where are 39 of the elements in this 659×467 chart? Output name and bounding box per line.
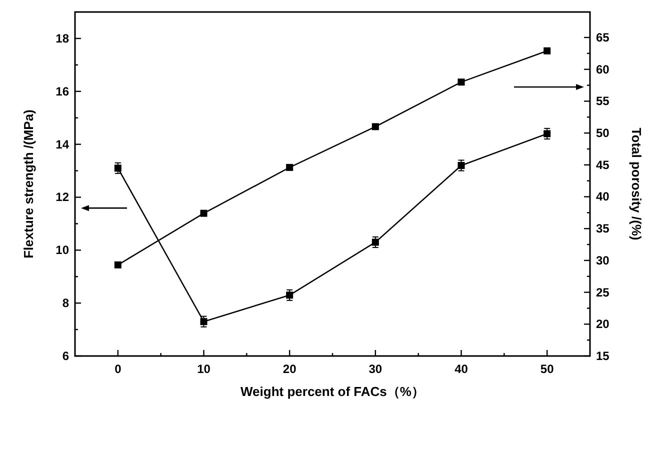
y-tick-label: 18 [56,31,70,46]
y-axis-title: Flexture strength /(MPa) [21,110,36,258]
point [286,292,294,299]
x-tick-label: 20 [282,362,297,376]
x-tick-label: 30 [368,362,382,376]
point [458,78,465,86]
point [372,238,379,246]
x-tick-label: 50 [540,362,554,376]
x-tick-label: 0 [114,362,122,376]
y-tick-label: 6 [62,349,70,363]
y-tick-label: 16 [56,84,70,98]
point [114,261,122,268]
y-tick-label: 14 [56,137,70,152]
y2-tick-label: 65 [596,30,610,44]
y-tick-label: 12 [56,190,70,204]
y2-tick-label: 50 [596,126,610,140]
y2-tick-label: 30 [596,253,610,268]
y-tick-label: 8 [62,296,70,310]
y2-tick-label: 20 [596,317,610,332]
x-axis-title: Weight percent of FACs（%） [240,384,424,399]
y2-tick-label: 55 [596,94,610,108]
x-tick-label: 40 [454,362,468,376]
point [286,164,294,171]
y2-axis-title: Total porosity /(%) [629,128,644,240]
y-tick-label: 10 [56,243,70,258]
y2-tick-label: 40 [596,190,610,204]
point [114,164,122,172]
point [544,130,551,138]
y2-tick-label: 25 [596,285,610,300]
point [544,47,551,54]
y2-tick-label: 15 [596,349,610,363]
point [200,210,208,217]
y2-tick-label: 60 [596,62,610,76]
point [458,162,465,169]
point [372,123,379,130]
point [200,318,208,326]
x-tick-label: 10 [197,362,211,376]
y2-tick-label: 35 [596,222,610,236]
y2-tick-label: 45 [596,158,610,172]
